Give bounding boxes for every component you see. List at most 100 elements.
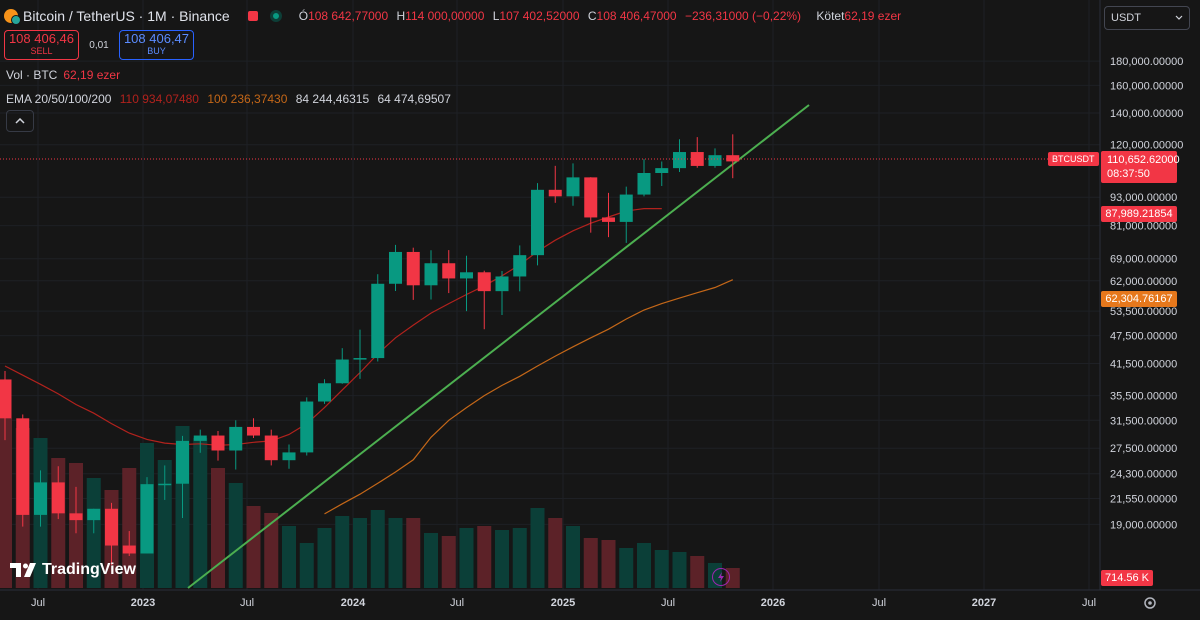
candle-body[interactable]	[531, 189, 544, 256]
candle-body[interactable]	[655, 168, 669, 173]
candle-body[interactable]	[495, 276, 509, 292]
symbol-title[interactable]: Bitcoin / TetherUS · 1M · Binance	[23, 8, 230, 24]
volume-value: 62,19 ezer	[844, 9, 902, 23]
candle-body[interactable]	[602, 217, 615, 222]
currency-select[interactable]: USDT	[1104, 6, 1190, 30]
candle-body[interactable]	[637, 172, 651, 195]
chart-grid	[0, 0, 1100, 590]
candle-body[interactable]	[16, 418, 30, 515]
collapse-legend-button[interactable]	[6, 110, 34, 132]
candle-body[interactable]	[477, 272, 491, 292]
volume-bar	[370, 510, 385, 588]
ema20-value: 110 934,07480	[119, 92, 199, 106]
candle-body[interactable]	[708, 155, 722, 166]
symbol-price-tag: BTCUSDT	[1048, 152, 1099, 166]
candle-body[interactable]	[0, 379, 12, 419]
volume-legend[interactable]: Vol · BTC 62,19 ezer	[6, 68, 120, 82]
volume-bar	[690, 556, 705, 588]
candle-body[interactable]	[122, 545, 136, 554]
candle-body[interactable]	[619, 194, 633, 222]
sell-label: SELL	[30, 46, 53, 56]
volume-bar	[317, 528, 332, 588]
open-key: Ó	[298, 9, 309, 23]
close-key: C	[587, 9, 597, 23]
candle-body[interactable]	[87, 508, 101, 521]
chevron-up-icon	[15, 118, 25, 124]
candle-body[interactable]	[34, 482, 47, 515]
volume-bar	[548, 518, 563, 588]
candle-body[interactable]	[335, 359, 349, 384]
volume-bar	[246, 506, 261, 588]
candles[interactable]	[0, 134, 740, 566]
price-tick-label: 47,500.00000	[1110, 331, 1177, 343]
bar-countdown: 08:37:50	[1107, 168, 1150, 180]
candle-body[interactable]	[389, 251, 402, 284]
ema50-value: 100 236,37430	[207, 92, 288, 106]
volume-bar	[495, 530, 509, 588]
symbol-legend: Bitcoin / TetherUS · 1M · Binance Ó108 6…	[4, 6, 901, 26]
candle-body[interactable]	[282, 452, 296, 461]
candle-body[interactable]	[140, 484, 154, 554]
candle-body[interactable]	[406, 251, 420, 286]
price-tick-label: 140,000.00000	[1110, 108, 1183, 120]
candle-body[interactable]	[442, 263, 456, 279]
ema50-line	[324, 279, 734, 515]
volume-indicator-value: 62,19 ezer	[63, 68, 121, 82]
chart-settings-button[interactable]	[1141, 594, 1159, 612]
candle-body[interactable]	[211, 435, 225, 451]
candle-body[interactable]	[353, 358, 367, 360]
time-tick-label: 2024	[341, 597, 366, 609]
volume-bar	[264, 513, 279, 588]
event-marker[interactable]	[712, 568, 730, 586]
candle-body[interactable]	[460, 272, 473, 279]
volume-bar	[424, 533, 438, 588]
candle-body[interactable]	[726, 155, 740, 162]
candle-body[interactable]	[264, 435, 278, 461]
candle-body[interactable]	[105, 508, 118, 546]
volume-bar	[353, 518, 367, 588]
price-tick-label: 69,000.00000	[1110, 254, 1177, 266]
candle-body[interactable]	[300, 401, 314, 453]
candle-body[interactable]	[318, 383, 331, 402]
time-tick-label: Jul	[872, 597, 886, 609]
candle-body[interactable]	[193, 435, 207, 441]
candle-body[interactable]	[51, 482, 65, 514]
candle-body[interactable]	[176, 440, 189, 484]
close-value: 108 406,47000	[596, 9, 677, 23]
time-tick-label: 2023	[131, 597, 155, 609]
trendline[interactable]	[187, 104, 810, 589]
spread-value: 0,01	[89, 39, 109, 51]
change-value: −236,31000 (−0,22%)	[684, 9, 802, 23]
price-tick-label: 19,000.00000	[1110, 519, 1177, 531]
last-price-value: 110,652.62000	[1107, 154, 1180, 166]
volume-bar	[566, 526, 580, 588]
candle-body[interactable]	[158, 483, 172, 486]
ema-legend[interactable]: EMA 20/50/100/200 110 934,07480 100 236,…	[6, 92, 456, 106]
candle-body[interactable]	[69, 513, 83, 521]
flag-icon[interactable]	[247, 11, 258, 21]
time-tick-label: Jul	[661, 597, 675, 609]
candle-body[interactable]	[690, 152, 704, 166]
price-tick-label: 27,500.00000	[1110, 443, 1177, 455]
candle-body[interactable]	[247, 426, 260, 436]
volume-bar	[637, 543, 651, 588]
candle-body[interactable]	[566, 177, 580, 197]
tradingview-logo-text: TradingView	[42, 561, 136, 578]
volume-key: Kötet	[816, 9, 845, 23]
ema100-value: 84 244,46315	[295, 92, 370, 106]
price-axis[interactable]: 180,000.00000 160,000.00000 140,000.00000 1…	[1110, 56, 1183, 531]
ema50-price-label: 62,304.76167	[1101, 291, 1177, 307]
candle-body[interactable]	[424, 263, 438, 286]
volume-bar	[459, 528, 474, 588]
candle-body[interactable]	[548, 189, 562, 197]
ema-lines	[4, 208, 734, 515]
candle-body[interactable]	[673, 152, 686, 169]
buy-button[interactable]: 108 406,47 BUY	[119, 30, 194, 60]
candle-body[interactable]	[584, 177, 598, 218]
candle-body[interactable]	[371, 283, 385, 359]
candle-body[interactable]	[513, 255, 527, 277]
candle-body[interactable]	[229, 426, 243, 451]
sell-button[interactable]: 108 406,46 SELL	[4, 30, 79, 60]
time-axis[interactable]: Jul 2023 Jul 2024 Jul 2025 Jul 2026 Jul 2027 Jul	[31, 597, 1096, 609]
